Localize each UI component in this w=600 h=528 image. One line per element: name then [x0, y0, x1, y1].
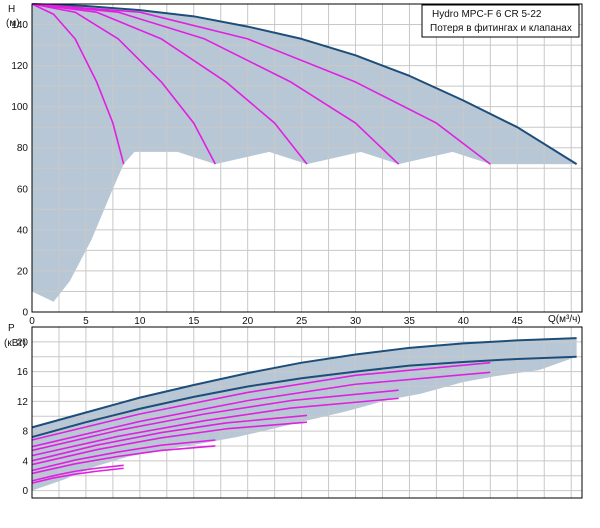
top-ytick-label: 0: [22, 308, 28, 319]
bottom-ytick-label: 4: [22, 456, 28, 467]
power-curve-panel: 0 4 8 12 16 20: [17, 326, 583, 499]
legend-line-2: Потеря в фитингах и клапанах: [430, 22, 572, 34]
top-envelope-area: [32, 4, 577, 302]
bottom-max-curve-1: [31, 355, 577, 438]
top-ylabel-unit: (м): [6, 18, 20, 29]
bottom-ytick-label: 0: [22, 486, 28, 497]
bottom-stage-curve-10: [31, 464, 124, 482]
top-stage-curve-1: [31, 3, 125, 165]
top-max-curve-0: [31, 3, 578, 166]
legend-line-1: Hydro MPC-F 6 CR 5-22: [432, 9, 542, 20]
top-stage-curve-5: [31, 3, 491, 165]
bottom-stage-curve-9: [31, 445, 216, 475]
top-ytick-label: 120: [11, 61, 28, 72]
top-stage-curve-2: [31, 3, 217, 165]
bottom-ytick-label: 16: [17, 367, 29, 378]
bottom-frame: [31, 326, 583, 499]
top-ytick-label: 60: [17, 184, 29, 195]
xtick-label: 45: [512, 316, 524, 327]
top-ytick-label: 40: [17, 225, 29, 236]
bottom-ytick-label: 12: [17, 397, 29, 408]
bottom-ytick-label: 8: [22, 427, 28, 438]
top-frame: [31, 3, 583, 313]
bottom-max-curve-0: [31, 337, 577, 429]
top-ytick-label: 20: [17, 266, 29, 277]
xtick-label: 20: [242, 316, 254, 327]
top-ytick-label: 140: [11, 20, 28, 31]
legend-box: Hydro MPC-F 6 CR 5-22 Потеря в фитингах …: [421, 4, 580, 38]
top-ylabel-h: H: [8, 4, 15, 15]
bottom-stage-curve-6: [31, 414, 308, 462]
xtick-label: 40: [458, 316, 470, 327]
bottom-stage-curve-11: [31, 467, 124, 484]
bottom-stage-curve-4: [31, 389, 399, 452]
bottom-ylabel-p: P: [8, 323, 15, 334]
top-ytick-label: 100: [11, 102, 28, 113]
xtick-label: 35: [404, 316, 416, 327]
top-stage-curve-4: [31, 3, 400, 165]
top-stage-curve-3: [31, 3, 308, 165]
legend-frame: [421, 4, 580, 38]
bottom-stage-curve-5: [31, 397, 399, 457]
xtick-label: 5: [83, 316, 89, 327]
xtick-label: 10: [134, 316, 146, 327]
bottom-ylabel-unit: (кВт): [4, 338, 26, 349]
bottom-ytick-label: 20: [17, 337, 29, 348]
head-curve-panel: 0 20 40 60 80 100 120 140 0 5 10 15 20 25 30 35 40 45: [11, 3, 583, 327]
bottom-stage-curve-7: [31, 421, 308, 466]
xtick-label: 15: [188, 316, 200, 327]
x-axis-label: Q(м³/ч): [548, 314, 581, 325]
bottom-stage-curve-2: [31, 361, 491, 441]
xtick-label: 30: [350, 316, 362, 327]
bottom-stage-curve-8: [31, 439, 216, 472]
bottom-stage-curve-3: [31, 371, 491, 448]
xtick-label: 0: [29, 316, 35, 327]
top-ytick-label: 80: [17, 143, 29, 154]
xtick-label: 25: [296, 316, 308, 327]
